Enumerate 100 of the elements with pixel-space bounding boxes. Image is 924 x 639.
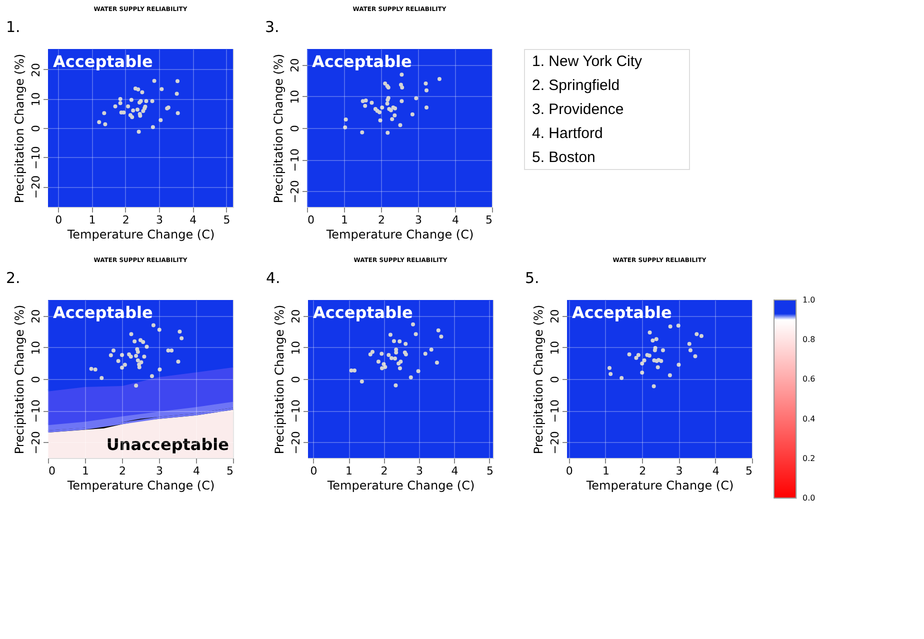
annotation: Acceptable bbox=[312, 52, 412, 71]
point bbox=[392, 339, 396, 344]
point bbox=[688, 348, 692, 352]
annotation: Acceptable bbox=[572, 303, 672, 322]
point bbox=[136, 130, 141, 134]
point bbox=[151, 323, 156, 328]
point bbox=[166, 348, 170, 353]
text: 5. Boston bbox=[532, 149, 596, 166]
y-axis-title: Precipitation Change (%) bbox=[12, 304, 26, 454]
y-tick-label: 0 bbox=[290, 376, 302, 383]
y-tick-label: −20 bbox=[290, 431, 302, 454]
point bbox=[97, 120, 102, 124]
x-tick-label: 0 bbox=[310, 464, 318, 478]
x-tick-label: 1 bbox=[82, 464, 89, 478]
x-axis-title: Temperature Change (C) bbox=[66, 228, 215, 242]
point bbox=[437, 77, 442, 82]
point bbox=[144, 344, 149, 349]
point bbox=[129, 98, 134, 102]
x-tick-label: 2 bbox=[119, 464, 126, 478]
y-tick-label: 0 bbox=[30, 376, 42, 383]
point bbox=[364, 98, 368, 103]
y-tick-label: −10 bbox=[288, 148, 302, 172]
point bbox=[136, 350, 140, 354]
y-tick-label: 20 bbox=[290, 309, 302, 324]
y-tick-label: −20 bbox=[30, 431, 42, 454]
point bbox=[439, 334, 444, 339]
point bbox=[160, 87, 164, 92]
point bbox=[113, 104, 118, 108]
x-tick-label: 4 bbox=[452, 214, 459, 226]
point bbox=[93, 368, 98, 372]
point bbox=[650, 338, 655, 342]
color-bar-label: 0.0 bbox=[802, 494, 816, 502]
color-bar-label: 0.6 bbox=[802, 374, 816, 384]
y-tick-label: 10 bbox=[288, 90, 302, 104]
x-tick-label: 5 bbox=[223, 214, 230, 226]
point bbox=[376, 360, 380, 364]
x-tick-label: 3 bbox=[416, 464, 423, 478]
x-tick-label: 0 bbox=[308, 214, 314, 226]
point bbox=[178, 330, 182, 334]
point bbox=[363, 104, 368, 108]
point bbox=[344, 117, 348, 122]
point bbox=[368, 352, 372, 356]
point bbox=[648, 330, 652, 335]
color-bar-label: 0.2 bbox=[802, 454, 816, 463]
point bbox=[394, 383, 398, 388]
point bbox=[383, 81, 388, 86]
point bbox=[620, 376, 624, 380]
point bbox=[380, 352, 384, 356]
point bbox=[157, 328, 162, 332]
point bbox=[134, 384, 138, 388]
point bbox=[668, 373, 672, 378]
point bbox=[370, 100, 374, 105]
point bbox=[390, 356, 394, 360]
x-tick-label: 1 bbox=[88, 214, 96, 226]
point bbox=[122, 362, 127, 367]
point bbox=[158, 368, 162, 372]
point bbox=[89, 366, 94, 371]
y-tick-label: 10 bbox=[548, 340, 562, 355]
text: 2. Springfield bbox=[532, 77, 620, 94]
point bbox=[400, 72, 404, 77]
point bbox=[144, 99, 148, 104]
point bbox=[398, 366, 402, 370]
annotation: Acceptable bbox=[53, 52, 154, 71]
point bbox=[111, 348, 116, 353]
y-tick-label: −10 bbox=[30, 146, 42, 170]
y-tick-label: −20 bbox=[288, 180, 302, 204]
color-bar-label: 0.4 bbox=[802, 414, 816, 424]
x-tick-label: 4 bbox=[190, 214, 197, 226]
point bbox=[126, 104, 130, 108]
y-axis-title: Precipitation Change (%) bbox=[272, 54, 286, 204]
x-tick-label: 0 bbox=[48, 464, 56, 478]
annotation: Acceptable bbox=[53, 303, 154, 322]
y-axis-title: Precipitation Change (%) bbox=[272, 304, 286, 454]
point bbox=[141, 340, 146, 344]
x-tick-label: 5 bbox=[226, 464, 234, 478]
y-axis-title: Precipitation Change (%) bbox=[532, 304, 546, 454]
point bbox=[176, 111, 180, 116]
point bbox=[128, 354, 133, 359]
y-tick-label: −20 bbox=[30, 175, 42, 199]
text: 5. bbox=[525, 269, 540, 287]
point bbox=[408, 375, 413, 380]
point bbox=[150, 99, 154, 104]
point bbox=[411, 322, 416, 326]
x-tick-label: 2 bbox=[378, 214, 385, 226]
y-tick-label: 20 bbox=[30, 62, 42, 77]
point bbox=[360, 130, 364, 134]
point bbox=[118, 97, 122, 102]
point bbox=[136, 358, 140, 362]
x-tick-label: 0 bbox=[566, 464, 573, 478]
point bbox=[429, 348, 434, 352]
text: 1. New York City bbox=[532, 53, 643, 70]
x-axis-title: Temperature Change (C) bbox=[325, 228, 474, 242]
x-tick-label: 5 bbox=[746, 464, 752, 478]
text: 4. bbox=[266, 269, 280, 287]
point bbox=[140, 90, 144, 94]
point bbox=[158, 118, 163, 122]
point bbox=[122, 110, 126, 114]
x-tick-label: 4 bbox=[193, 464, 200, 478]
x-axis-title: Temperature Change (C) bbox=[585, 478, 734, 492]
point bbox=[652, 384, 656, 388]
